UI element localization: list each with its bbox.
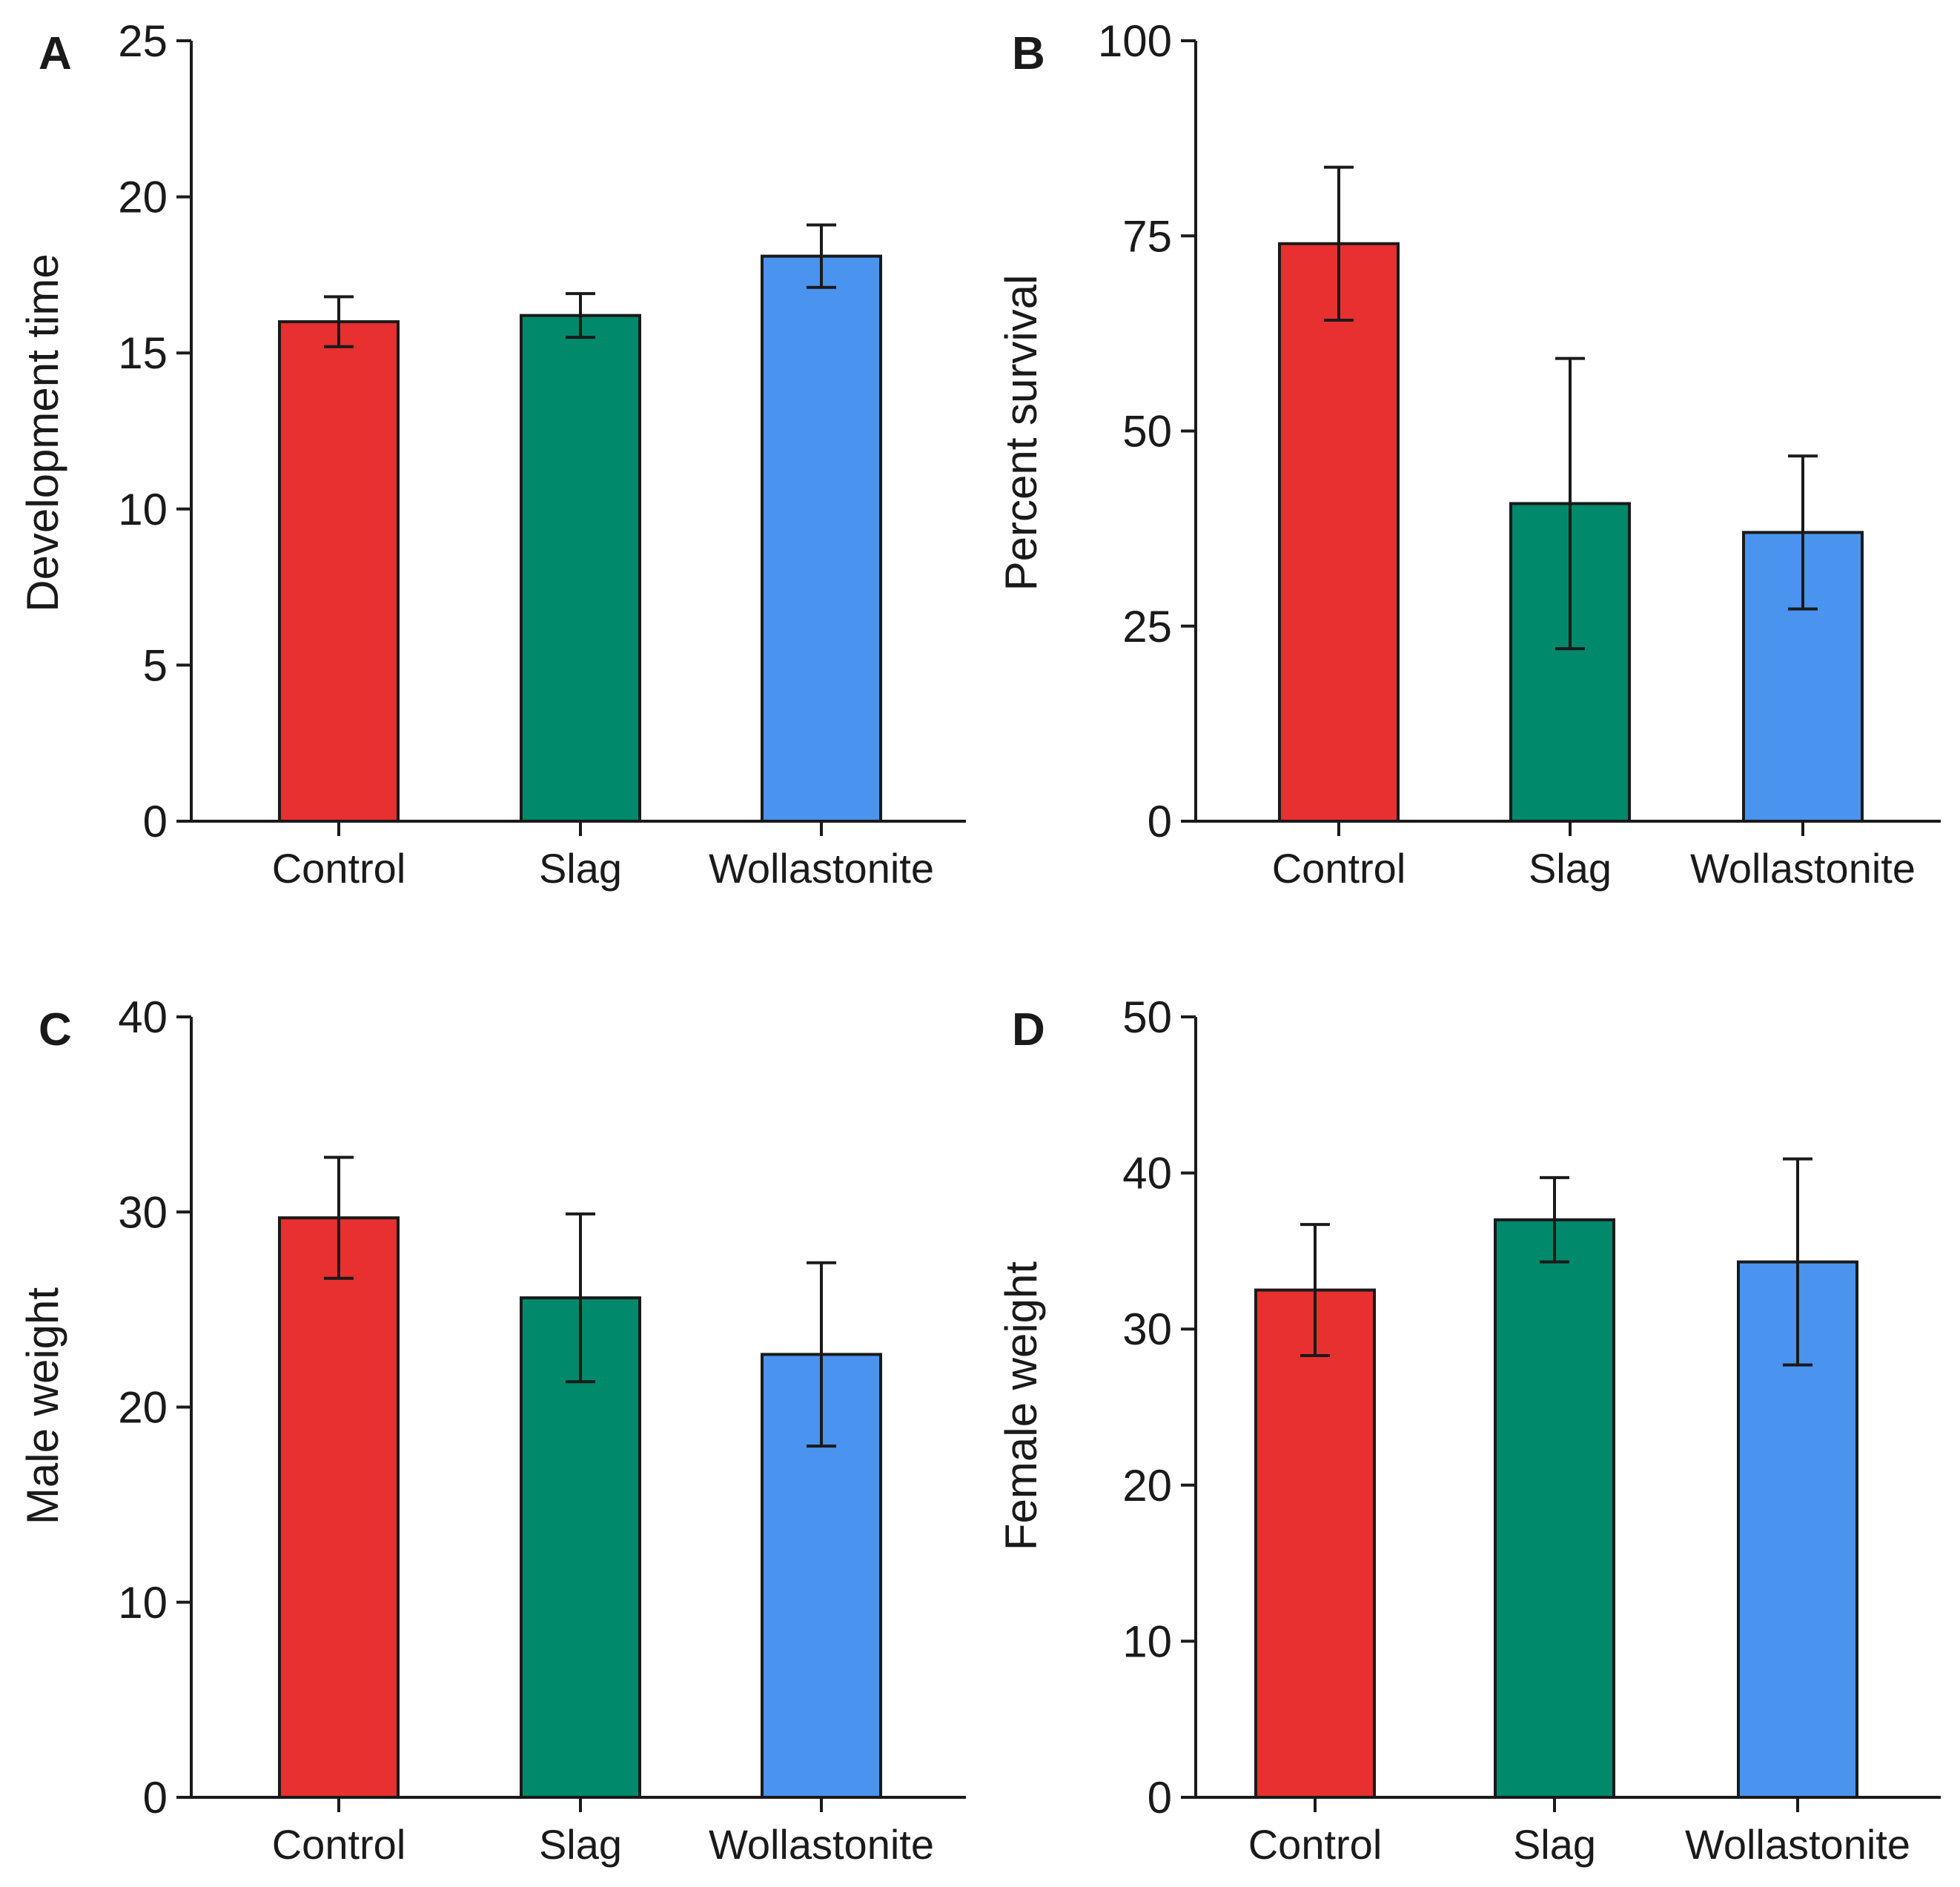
x-tick-label: Wollastonite xyxy=(1685,1821,1910,1868)
bar-slag xyxy=(520,314,641,823)
y-tick-label: 5 xyxy=(143,640,168,690)
x-tick-label: Control xyxy=(1248,1821,1383,1868)
x-tick-label: Wollastonite xyxy=(1690,845,1916,892)
error-bar xyxy=(807,1261,836,1448)
error-bar xyxy=(807,223,836,289)
error-bar xyxy=(1324,165,1354,322)
y-tick-label: 25 xyxy=(1122,602,1172,651)
y-tick-label: 100 xyxy=(1098,16,1172,66)
error-bar xyxy=(1788,454,1818,611)
bar-control xyxy=(1278,242,1400,823)
y-tick-label: 75 xyxy=(1122,211,1172,261)
x-tick-label: Slag xyxy=(1529,845,1612,892)
error-bar xyxy=(1300,1223,1330,1357)
panel-letter: C xyxy=(39,1004,72,1055)
y-tick-label: 20 xyxy=(118,173,168,222)
y-tick-label: 20 xyxy=(1122,1461,1172,1510)
error-bar xyxy=(324,295,354,348)
panel-letter: A xyxy=(39,28,72,79)
error-bar xyxy=(566,1212,595,1384)
x-tick-label: Slag xyxy=(539,845,622,892)
x-tick-label: Control xyxy=(272,1821,406,1868)
x-tick-label: Wollastonite xyxy=(709,1821,934,1868)
error-bar xyxy=(324,1155,354,1280)
x-tick-label: Slag xyxy=(539,1821,622,1868)
bar-wollastonite xyxy=(1737,1260,1858,1799)
y-tick-label: 0 xyxy=(1148,797,1172,846)
y-tick-label: 10 xyxy=(1122,1616,1172,1666)
y-tick-label: 0 xyxy=(143,1773,168,1823)
y-tick-label: 40 xyxy=(1122,1149,1172,1198)
x-tick-label: Wollastonite xyxy=(709,845,934,892)
panel-letter: B xyxy=(1012,28,1045,79)
y-tick-label: 0 xyxy=(1148,1773,1172,1823)
y-tick-label: 50 xyxy=(1122,992,1172,1042)
y-tick-label: 0 xyxy=(143,797,168,846)
error-bar xyxy=(566,292,595,339)
y-axis-title: Female weight xyxy=(996,1261,1046,1551)
y-axis-title: Development time xyxy=(18,253,67,612)
error-bar xyxy=(1783,1157,1812,1367)
bar-control xyxy=(1254,1288,1376,1800)
y-tick-label: 15 xyxy=(118,328,168,378)
x-tick-label: Control xyxy=(1272,845,1406,892)
x-tick-label: Control xyxy=(272,845,406,892)
error-bar xyxy=(1555,356,1585,651)
y-tick-label: 10 xyxy=(118,485,168,534)
y-tick-label: 40 xyxy=(118,992,168,1042)
y-axis-title: Percent survival xyxy=(996,275,1046,591)
bar-wollastonite xyxy=(761,254,882,823)
bar-control xyxy=(278,320,400,823)
y-axis-title: Male weight xyxy=(18,1287,67,1525)
y-tick-label: 30 xyxy=(118,1187,168,1237)
panel-c: C Male weight 0 10 20 30 40 Control Slag Wollas… xyxy=(18,992,966,1868)
x-tick-label: Slag xyxy=(1513,1821,1596,1868)
panel-d: D Female weight 0 10 20 30 40 50 Control Slag Wo… xyxy=(996,992,1941,1868)
error-bar xyxy=(1540,1175,1569,1264)
panel-a: A Development time 0 5 10 15 20 25 Control Slag… xyxy=(18,16,966,892)
panel-b: B Percent survival 0 25 50 75 100 Control Slag… xyxy=(996,16,1941,892)
y-tick-label: 25 xyxy=(118,16,168,66)
y-tick-label: 30 xyxy=(1122,1304,1172,1354)
y-tick-label: 20 xyxy=(118,1383,168,1433)
panel-letter: D xyxy=(1012,1004,1045,1055)
y-tick-label: 10 xyxy=(118,1578,168,1628)
bar-slag xyxy=(1494,1218,1615,1799)
y-tick-label: 50 xyxy=(1122,407,1172,457)
bar-control xyxy=(278,1216,400,1799)
